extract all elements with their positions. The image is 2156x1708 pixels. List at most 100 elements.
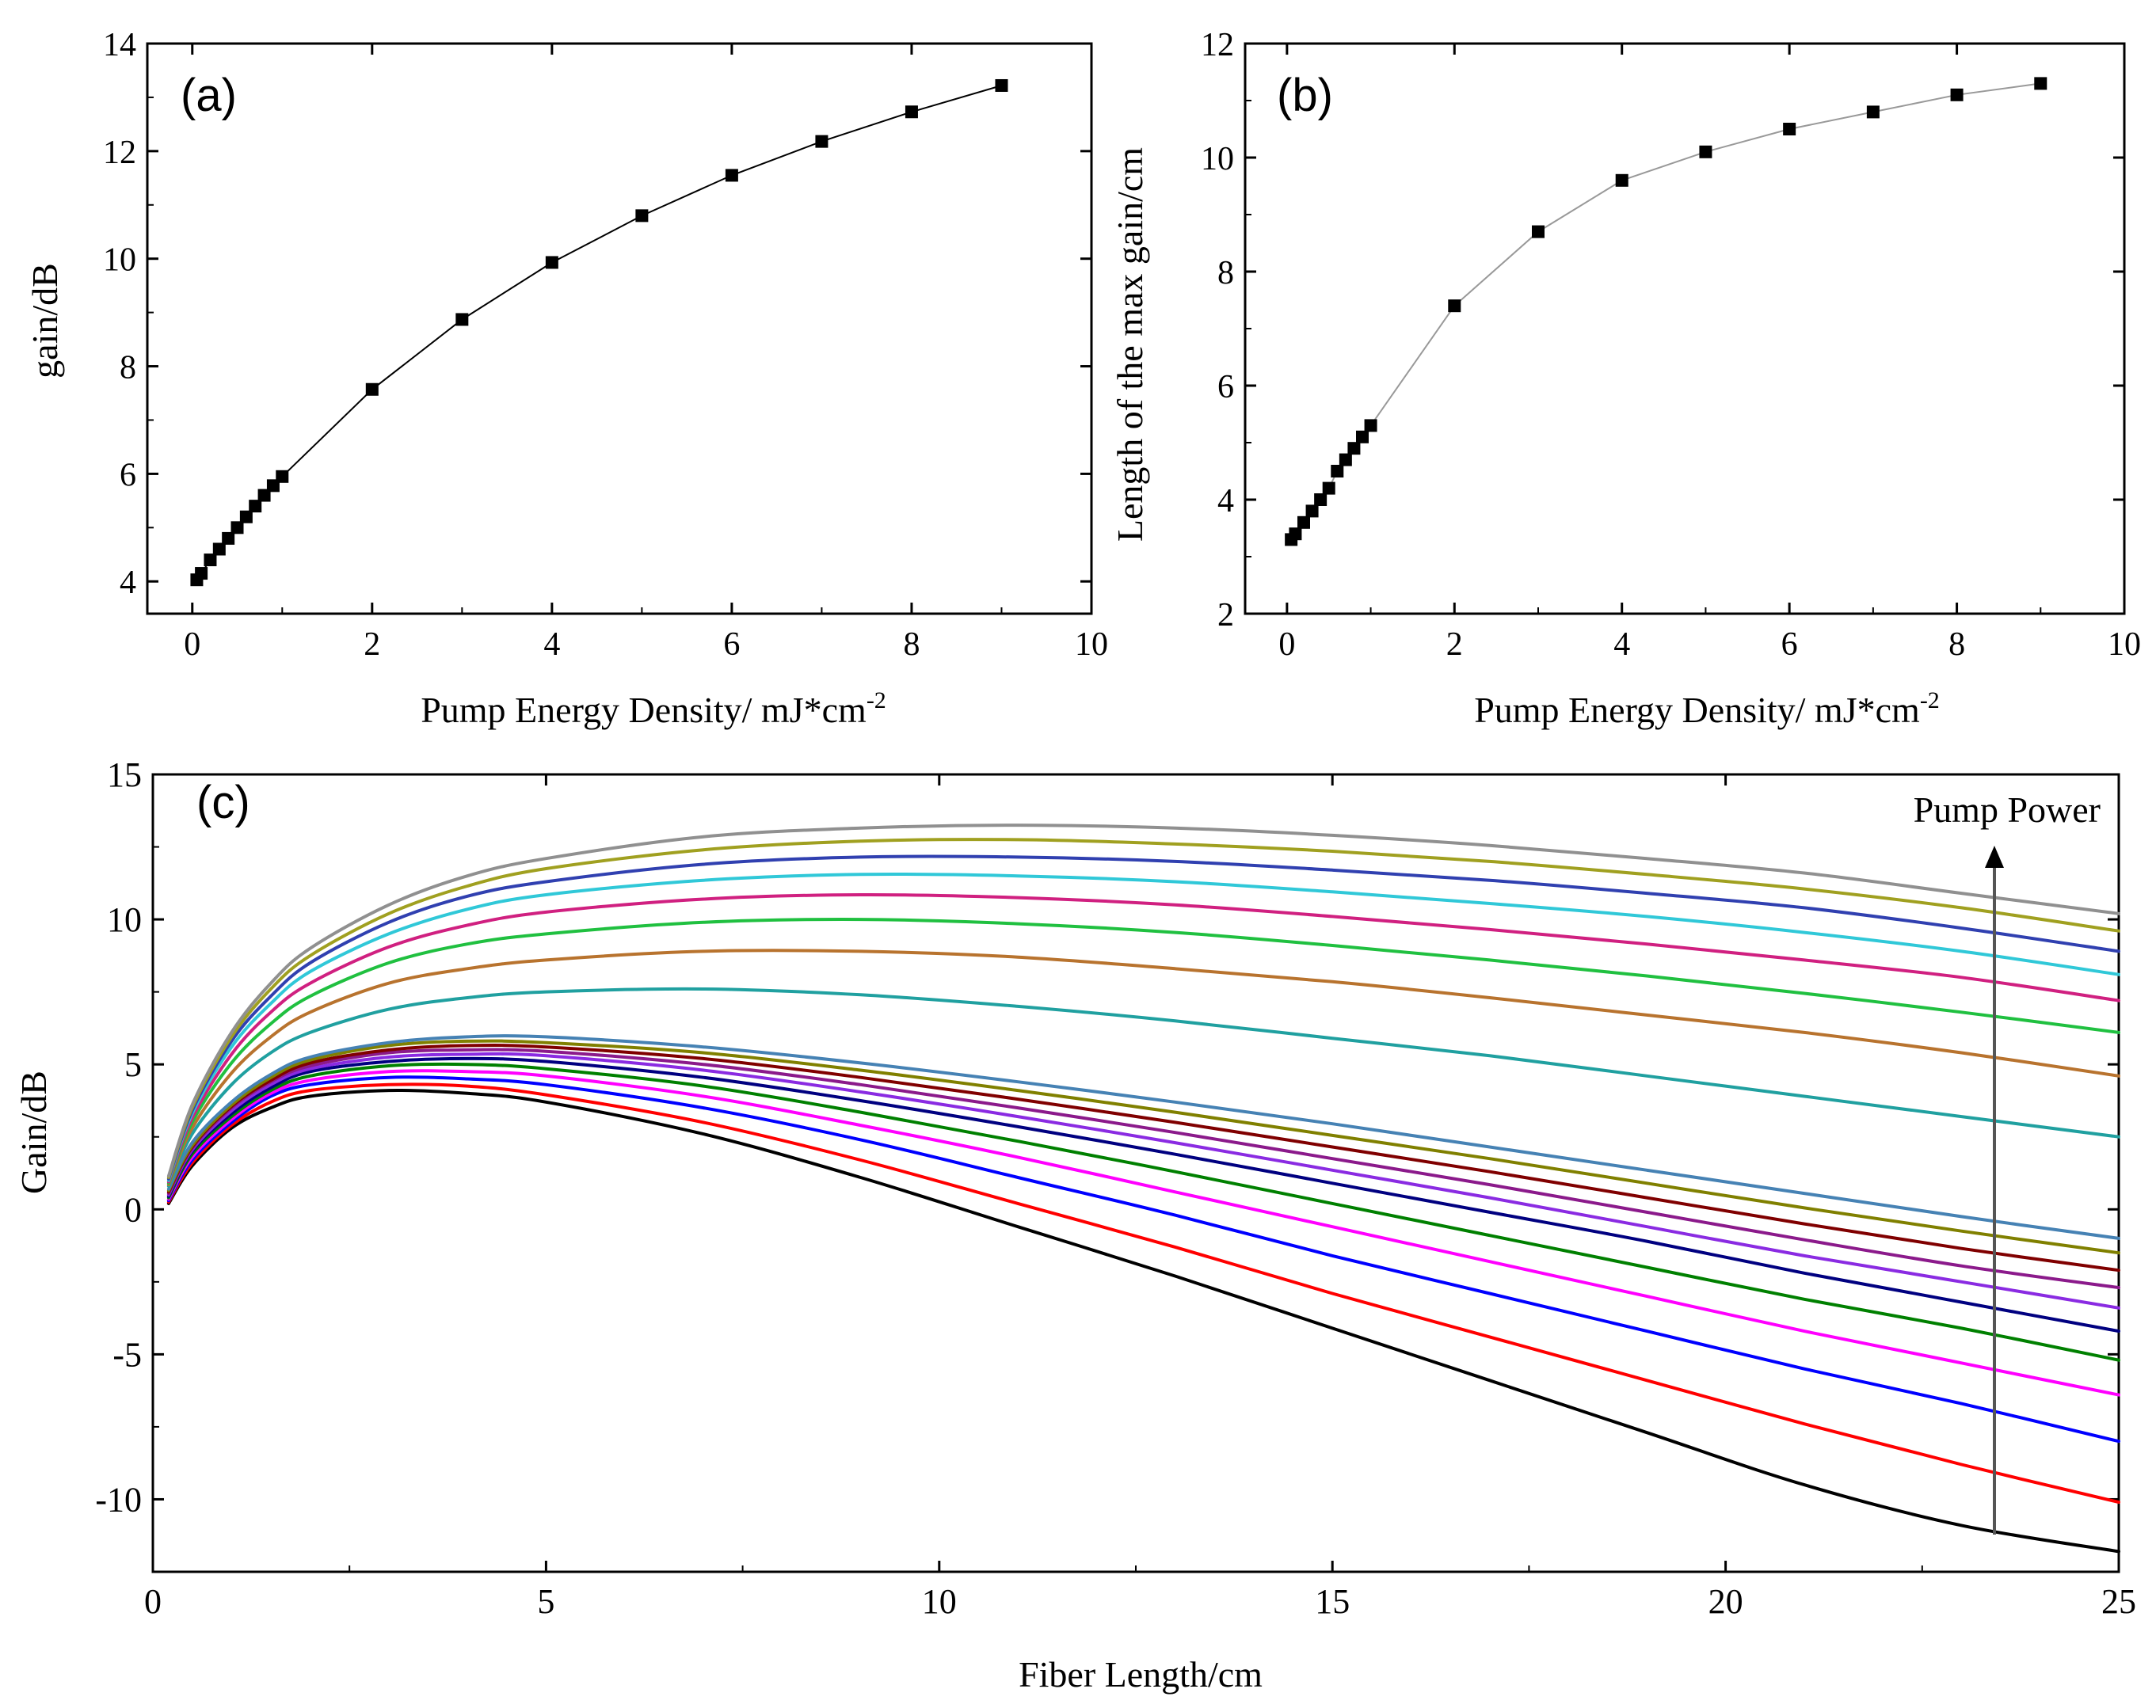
series-line-0.05 [166, 1088, 2120, 1554]
y-tick-label: 0 [124, 1190, 142, 1229]
data-point [212, 542, 226, 556]
panel-b-plot-area: 0 2 4 6 8 10 2 4 6 8 10 12 [1201, 27, 2141, 663]
series-line-2 [166, 987, 2120, 1188]
y-tick-label: 2 [1217, 597, 1234, 633]
data-point [1289, 527, 1302, 541]
data-point [249, 500, 262, 513]
data-point [222, 531, 235, 545]
x-tick-label: 15 [1315, 1582, 1350, 1621]
data-point [1364, 419, 1377, 432]
y-tick-label: 12 [103, 135, 136, 171]
series-line-8 [166, 838, 2120, 1179]
y-tick-label: 8 [1217, 255, 1234, 291]
y-tick-label: 12 [1201, 27, 1234, 63]
x-tick-label: 2 [1446, 626, 1463, 663]
panel-b-y-axis-label: Length of the max gain/cm [1110, 147, 1150, 542]
series-line-0.6 [166, 1052, 2120, 1310]
panel-a-label: (a) [181, 70, 237, 121]
series-line-0.4 [166, 1062, 2120, 1362]
y-tick-label: 6 [120, 457, 136, 493]
x-tick-label: 10 [1075, 626, 1108, 663]
x-tick-label: 4 [1613, 626, 1630, 663]
y-tick-label: 15 [107, 755, 142, 794]
data-point [257, 489, 271, 502]
y-tick-label: 10 [1201, 141, 1234, 177]
series-line-0.2 [166, 1075, 2120, 1444]
panel-c-x-axis-label: Fiber Length/cm [1019, 1654, 1263, 1695]
panel-b-x-axis-label: Pump Energy Density/ mJ*cm-2 [1474, 687, 1940, 730]
series-line-0.5 [166, 1056, 2120, 1333]
x-tick-label: 25 [2101, 1582, 2136, 1621]
y-tick-label: -5 [112, 1335, 142, 1374]
series-line-4 [166, 918, 2120, 1185]
data-point [2034, 77, 2047, 90]
panel-a-x-axis-label: Pump Energy Density/ mJ*cm-2 [421, 687, 886, 730]
x-tick-label: 8 [1948, 626, 1965, 663]
data-point [725, 169, 738, 182]
data-point [230, 521, 244, 534]
data-point [1339, 453, 1352, 466]
panel-c-plot-area: 0 5 10 15 20 25 -10 -5 0 5 10 15 [95, 755, 2136, 1621]
data-point [1532, 225, 1545, 238]
data-point [1950, 88, 1964, 101]
y-tick-label: 6 [1217, 369, 1234, 405]
pump-power-annotation: Pump Power [1914, 789, 2101, 830]
x-tick-label: 5 [537, 1582, 554, 1621]
y-tick-label: 10 [107, 900, 142, 939]
series-line-0.3 [166, 1069, 2120, 1397]
y-tick-label: 4 [1217, 483, 1234, 519]
series-line-9 [166, 824, 2120, 1178]
panel-c-y-axis-label: Gain/dB [13, 1071, 54, 1194]
y-tick-label: 5 [124, 1045, 142, 1084]
plot-frame [146, 42, 1093, 615]
data-point [365, 382, 379, 396]
data-point [545, 256, 558, 269]
x-tick-label: 0 [1278, 626, 1295, 663]
data-point [455, 313, 469, 326]
data-point [635, 209, 649, 223]
series-line-7 [166, 854, 2120, 1181]
y-tick-label: 4 [120, 565, 136, 601]
data-point [204, 553, 217, 567]
x-tick-label: 0 [184, 626, 200, 663]
data-point [1305, 504, 1319, 518]
panel-a-y-axis-label: gain/dB [25, 263, 65, 378]
panel-c-gain-vs-fiber-length: 0 5 10 15 20 25 -10 -5 0 5 10 15 (c) Fiber Length/c… [13, 755, 2136, 1695]
data-point [1866, 105, 1880, 119]
data-point [1331, 465, 1344, 477]
data-point [1322, 481, 1335, 495]
series-line-0.9 [166, 1039, 2120, 1255]
data-point [1297, 515, 1310, 529]
pump-power-arrow [1985, 846, 2004, 1535]
data-point [1356, 430, 1369, 443]
series-line-3 [166, 949, 2120, 1187]
x-tick-label: 0 [144, 1582, 162, 1621]
series-line-5 [166, 892, 2120, 1184]
y-tick-label: 14 [103, 27, 136, 63]
data-point [1347, 442, 1361, 455]
x-tick-label: 20 [1708, 1582, 1743, 1621]
y-tick-label: -10 [95, 1480, 142, 1519]
x-tick-label: 6 [723, 626, 740, 663]
x-tick-label: 4 [543, 626, 560, 663]
x-tick-label: 6 [1781, 626, 1798, 663]
x-tick-label: 8 [903, 626, 920, 663]
data-point [276, 470, 289, 483]
data-point [195, 567, 208, 580]
series-line-0.7 [166, 1048, 2120, 1290]
y-tick-label: 10 [103, 242, 136, 279]
panel-a-plot-area: 0 2 4 6 8 10 4 6 8 10 12 14 [103, 27, 1108, 663]
panel-b-length-vs-pump: 0 2 4 6 8 10 2 4 6 8 10 12 (b) Pump Energy Density/… [1110, 27, 2141, 730]
data-point [1699, 145, 1712, 158]
panel-c-label: (c) [196, 777, 250, 828]
data-point [815, 135, 828, 148]
x-tick-label: 2 [364, 626, 380, 663]
data-point [995, 78, 1008, 92]
y-tick-label: 8 [120, 350, 136, 386]
data-point [1314, 493, 1328, 506]
data-point [239, 510, 253, 523]
series-line-1.0 [166, 1034, 2120, 1240]
panel-b-label: (b) [1277, 70, 1333, 121]
